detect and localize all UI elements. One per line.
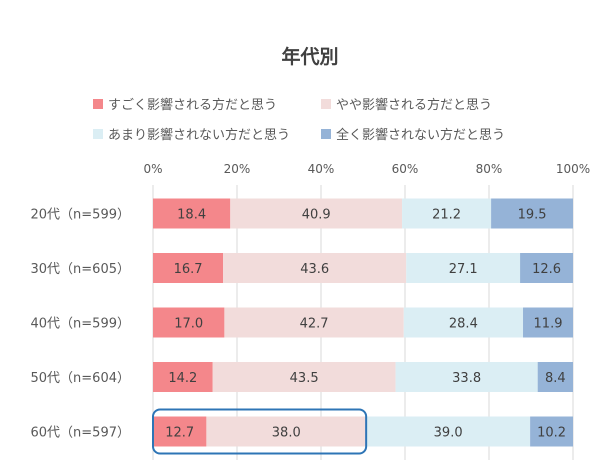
y-category-label: 20代（n=599） [31,208,131,223]
bar-segment [491,198,573,229]
y-category-label: 50代（n=604） [31,371,131,386]
legend-swatch-2 [321,99,331,109]
bar-segment [366,416,531,447]
x-tick-label: 100% [556,162,590,176]
highlight-outline [152,408,368,455]
bar-segment [153,416,207,447]
y-category-label: 40代（n=599） [31,317,131,332]
bar-segment [395,362,538,392]
x-tick-label: 20% [224,162,251,176]
legend-swatch-1 [93,99,103,109]
y-axis-labels: 20代（n=599） 30代（n=605） 40代（n=599） 50代（n=604）… [31,208,131,441]
legend-swatch-3 [93,129,103,139]
legend-label-2: やや影響される方だと思う [336,97,492,113]
bar-segment [212,362,396,392]
x-tick-label: 40% [308,162,335,176]
data-label: 33.8 [452,371,481,386]
bar-segment [153,307,225,338]
data-label: 21.2 [432,208,461,223]
legend-label-1: すごく影響される方だと思う [108,97,277,113]
data-label: 18.4 [177,208,206,223]
bar-segment [230,198,403,229]
x-axis-ticks: 0% 20% 40% 60% 80% 100% [143,162,590,176]
data-label: 19.5 [518,208,547,223]
data-label: 43.5 [290,371,319,386]
bars: 18.4 40.9 21.2 19.5 16.7 43.6 27.1 12.6 17.0 42.7… [153,198,573,447]
data-label: 40.9 [302,208,331,223]
data-label: 38.0 [272,426,301,441]
bar-segment [153,253,224,283]
data-label: 28.4 [449,317,478,332]
y-category-label: 60代（n=597） [31,426,131,441]
bar-segment [402,198,492,229]
data-label: 27.1 [449,262,478,277]
y-category-label: 30代（n=605） [31,262,131,277]
data-label: 42.7 [300,317,329,332]
chart-title: 年代別 [281,45,338,68]
data-label: 16.7 [174,262,203,277]
legend-label-4: 全く影響されない方だと思う [336,127,505,143]
bar-segment [530,416,573,447]
highlight-box [152,408,368,455]
data-label: 14.2 [168,371,197,386]
legend-swatch-4 [321,129,331,139]
bar-segment [153,362,213,392]
data-label: 11.9 [534,317,563,332]
data-label: 8.4 [545,371,566,386]
bar-segment [223,253,407,283]
x-tick-label: 0% [143,162,162,176]
data-label: 17.0 [174,317,203,332]
bar-segment [520,253,573,283]
bar-segment [403,307,524,338]
legend-label-3: あまり影響されない方だと思う [108,127,290,143]
bar-segment [206,416,367,447]
data-label: 43.6 [300,262,329,277]
bar-segment [153,198,231,229]
data-label: 10.2 [537,426,566,441]
data-label: 12.6 [532,262,561,277]
bar-segment [406,253,521,283]
x-tick-label: 60% [392,162,419,176]
data-label: 12.7 [165,426,194,441]
bar-segment [523,307,573,338]
bar-segment [537,362,573,392]
x-tick-label: 80% [476,162,503,176]
data-label: 39.0 [434,426,463,441]
bar-segment [224,307,404,338]
